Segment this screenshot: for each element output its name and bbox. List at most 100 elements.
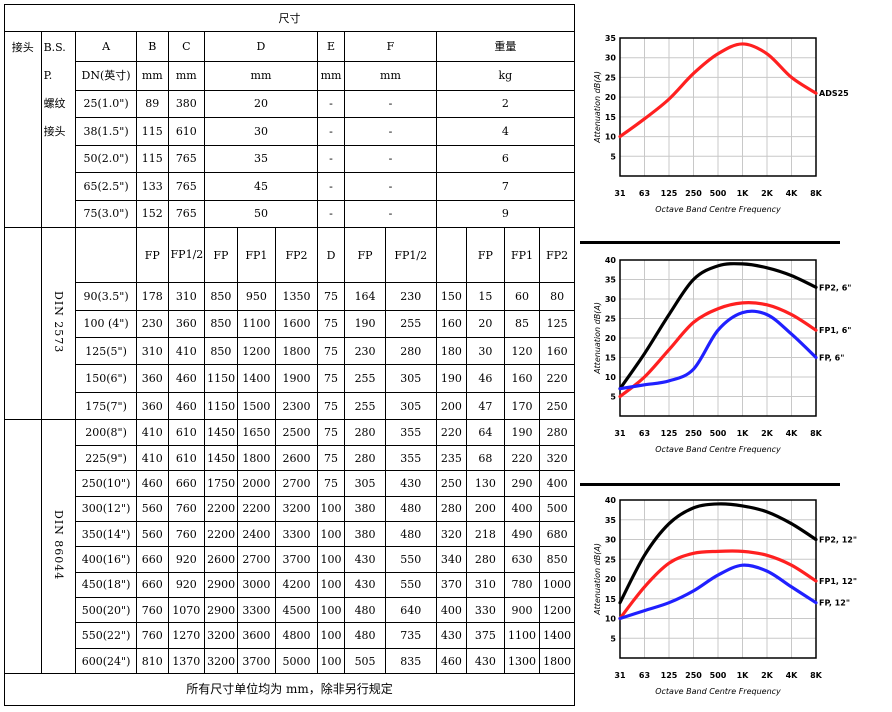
cell-value: 235 bbox=[435, 444, 468, 472]
cell-a: 65(2.5") bbox=[75, 172, 138, 201]
table-row: 225(9") 410 610 1450 1800 2600 75 280 355 235 68 22… bbox=[5, 444, 575, 472]
cell-value: 1370 bbox=[167, 647, 206, 675]
cell-value: 75 bbox=[316, 282, 346, 311]
x-axis-title: Octave Band Centre Frequency bbox=[655, 687, 781, 696]
cell-value: 360 bbox=[136, 391, 169, 421]
cell-value: 75 bbox=[316, 364, 346, 393]
x-tick-label: 2K bbox=[761, 671, 774, 680]
x-tick-label: 1K bbox=[737, 429, 750, 438]
subheader-w1 bbox=[435, 227, 468, 284]
cell-value: 190 bbox=[435, 364, 468, 393]
cell-value: 355 bbox=[384, 444, 437, 472]
x-tick-label: 31 bbox=[614, 671, 626, 680]
table-row: 600(24") 810 1370 3200 3700 5000 100 505 835 460 4… bbox=[5, 647, 575, 675]
cell-size: 300(12") bbox=[75, 495, 138, 522]
cell-value: 330 bbox=[466, 597, 505, 624]
cell-value: 220 bbox=[539, 364, 575, 393]
subheader-d3: FP2 bbox=[275, 227, 318, 284]
y-tick-label: 20 bbox=[605, 93, 617, 102]
cell-value: 125 bbox=[539, 309, 575, 338]
cell-value: 1450 bbox=[204, 444, 238, 472]
unit-b: mm bbox=[136, 61, 169, 91]
bsp-cell bbox=[40, 200, 77, 229]
cell-f: - bbox=[344, 144, 437, 174]
subheader-d2: FP1 bbox=[236, 227, 277, 284]
cell-size: 550(22") bbox=[75, 622, 138, 649]
cell-value: 460 bbox=[435, 647, 468, 675]
table-footer: 所有尺寸单位均为 mm，除非另行规定 bbox=[4, 673, 575, 706]
cell-value: 68 bbox=[466, 444, 505, 472]
cell-value: 1270 bbox=[167, 622, 206, 649]
cell-e: - bbox=[316, 89, 346, 119]
cell-value: 100 bbox=[316, 520, 346, 548]
cell-value: 4500 bbox=[275, 597, 318, 624]
cell-value: 3300 bbox=[236, 597, 277, 624]
chart-12-inch: 5 10 15 20 25 30 35 40 31 63 125 250 500 1K 2K 4K 8K Octa… bbox=[593, 496, 857, 696]
cell-value: 400 bbox=[435, 597, 468, 624]
plot-frame bbox=[619, 259, 817, 417]
table-row: 150(6") 360 460 1150 1400 1900 75 255 305 190 46 16… bbox=[5, 364, 575, 393]
chart-6-inch: 5 10 15 20 25 30 35 40 31 63 125 250 500 1K 2K 4K 8K Octa… bbox=[593, 256, 851, 454]
cell-value: 370 bbox=[435, 571, 468, 599]
table-title: 尺寸 bbox=[4, 3, 575, 33]
cell-value: 1500 bbox=[236, 391, 277, 421]
cell-d: 50 bbox=[204, 199, 318, 229]
cell-value: 380 bbox=[344, 495, 386, 522]
cell-value: 1200 bbox=[236, 336, 277, 366]
cell-value: 480 bbox=[344, 597, 386, 624]
header-bsp-line: 接头 bbox=[40, 117, 77, 146]
series-line bbox=[618, 262, 818, 391]
cell-value: 305 bbox=[384, 364, 437, 393]
din2573-label: DIN 2573 bbox=[51, 291, 65, 354]
bsp-cell bbox=[40, 172, 77, 201]
x-tick-label: 4K bbox=[786, 429, 799, 438]
y-axis-title: Attenuation dB(A) bbox=[593, 71, 602, 144]
cell-value: 280 bbox=[384, 336, 437, 366]
cell-value: 230 bbox=[344, 336, 386, 366]
cell-value: 2000 bbox=[236, 470, 277, 497]
cell-b: 89 bbox=[136, 89, 169, 119]
cell-value: 500 bbox=[539, 495, 575, 522]
cell-value: 20 bbox=[466, 309, 505, 338]
cell-value: 190 bbox=[344, 309, 386, 338]
series-line bbox=[618, 309, 818, 391]
cell-value: 47 bbox=[466, 391, 505, 421]
cell-size: 100 (4") bbox=[75, 309, 138, 338]
cell-d: 45 bbox=[204, 172, 318, 201]
cell-value: 480 bbox=[384, 520, 437, 548]
cell-f: - bbox=[344, 117, 437, 146]
connector-cell bbox=[4, 200, 42, 229]
header-connector: 接头 bbox=[4, 31, 42, 62]
table-row: 65(2.5") 133 765 45- -7 bbox=[4, 172, 576, 201]
cell-value: 1070 bbox=[167, 597, 206, 624]
series-label: FP2, 12" bbox=[819, 536, 857, 545]
subheader-e: FP bbox=[344, 227, 386, 284]
cell-value: 560 bbox=[136, 495, 169, 522]
table-row: 接头 38(1.5") 115 610 30- -4 bbox=[4, 117, 576, 146]
cell-value: 255 bbox=[344, 391, 386, 421]
y-axis-title: Attenuation dB(A) bbox=[593, 302, 602, 375]
table-row: 尺寸 bbox=[4, 3, 575, 33]
cell-value: 5000 bbox=[275, 647, 318, 675]
table-row: 50(2.0") 115 765 35- -6 bbox=[4, 144, 576, 174]
cell-c: 765 bbox=[167, 199, 206, 229]
cell-value: 46 bbox=[466, 364, 505, 393]
header-bsp: B.S. bbox=[40, 31, 77, 62]
table-row: 400(16") 660 920 2600 2700 3700 100 430 550 340 28… bbox=[5, 546, 575, 573]
cell-value: 3300 bbox=[275, 520, 318, 548]
cell-value: 360 bbox=[167, 309, 206, 338]
cell-value: 75 bbox=[316, 309, 346, 338]
cell-value: 1300 bbox=[503, 647, 541, 675]
header-bsp-line: 螺纹 bbox=[40, 90, 77, 118]
cell-weight: 6 bbox=[435, 144, 576, 174]
header-c: C bbox=[167, 31, 206, 63]
cell-value: 2900 bbox=[204, 571, 238, 599]
cell-size: 500(20") bbox=[75, 597, 138, 624]
cell-f: - bbox=[344, 172, 437, 201]
x-tick-label: 125 bbox=[661, 429, 678, 438]
cell-value: 850 bbox=[539, 546, 575, 573]
y-tick-label: 10 bbox=[605, 373, 617, 382]
x-tick-label: 2K bbox=[761, 189, 774, 198]
cell-value: 100 bbox=[316, 571, 346, 599]
x-tick-label: 8K bbox=[810, 189, 823, 198]
